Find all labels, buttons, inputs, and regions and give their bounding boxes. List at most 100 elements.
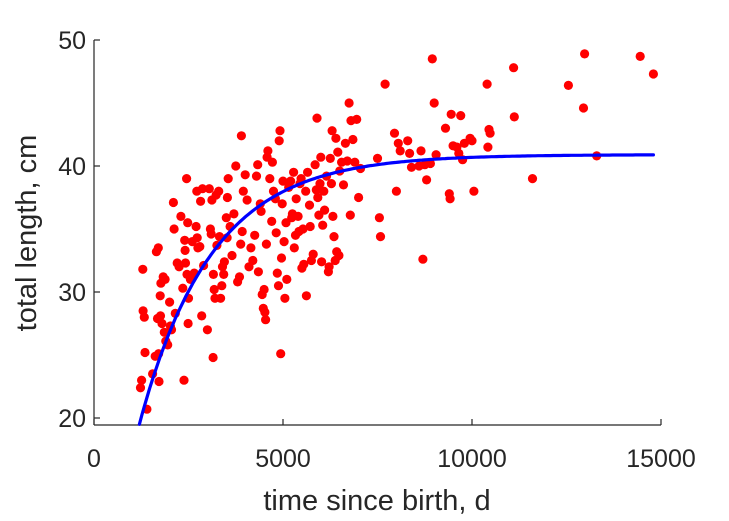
data-point xyxy=(340,138,350,148)
data-point xyxy=(391,186,401,196)
data-point xyxy=(429,98,439,108)
data-point xyxy=(216,293,226,303)
data-point xyxy=(456,111,466,121)
data-point xyxy=(159,327,169,337)
data-point xyxy=(319,186,329,196)
data-point xyxy=(416,146,426,156)
data-point xyxy=(304,200,315,210)
plot-area: 0 5000 10000 15000 20 30 40 50 xyxy=(58,27,696,473)
data-point xyxy=(326,179,336,189)
data-point xyxy=(236,239,246,249)
data-point xyxy=(418,254,428,264)
data-point xyxy=(154,376,164,387)
data-point xyxy=(325,153,335,163)
data-point xyxy=(427,54,437,64)
data-point xyxy=(324,262,334,272)
data-point xyxy=(222,192,232,203)
data-point xyxy=(282,274,292,284)
data-point xyxy=(329,232,339,242)
x-tick-label: 15000 xyxy=(626,445,696,473)
data-point xyxy=(267,157,277,167)
data-point xyxy=(155,311,166,321)
data-point xyxy=(389,128,400,138)
y-tick-label: 50 xyxy=(58,27,86,55)
data-point xyxy=(406,162,417,172)
data-point xyxy=(169,224,179,234)
data-point xyxy=(208,269,218,279)
data-point xyxy=(405,148,415,158)
data-point xyxy=(180,258,191,268)
fit-curve xyxy=(137,153,655,426)
data-point xyxy=(246,243,256,253)
data-point xyxy=(234,272,245,282)
data-point xyxy=(286,176,296,186)
data-point xyxy=(291,194,301,204)
data-point xyxy=(250,230,260,240)
data-point xyxy=(273,281,284,291)
data-point xyxy=(197,184,208,194)
data-point xyxy=(139,312,149,322)
data-point xyxy=(274,136,284,146)
x-tick-label: 0 xyxy=(87,445,101,473)
data-point xyxy=(183,218,193,228)
data-point xyxy=(138,264,148,274)
data-point xyxy=(191,221,201,232)
data-point xyxy=(467,136,477,146)
data-point xyxy=(440,123,451,133)
data-point xyxy=(310,160,320,170)
data-point xyxy=(301,291,311,301)
data-point xyxy=(248,255,258,266)
data-point xyxy=(180,245,190,255)
data-point xyxy=(350,157,360,167)
data-point xyxy=(580,49,590,59)
x-ticks: 0 5000 10000 15000 xyxy=(87,419,696,473)
data-point xyxy=(268,186,279,196)
data-point xyxy=(219,269,229,279)
data-point xyxy=(135,383,146,393)
data-point xyxy=(280,293,290,303)
data-point xyxy=(176,211,186,221)
data-point xyxy=(208,352,218,363)
data-point xyxy=(485,128,495,138)
data-point xyxy=(374,213,384,223)
data-point xyxy=(578,103,589,113)
data-point xyxy=(183,318,193,329)
data-point xyxy=(272,268,282,278)
data-point xyxy=(229,209,239,219)
data-point xyxy=(160,274,170,284)
data-point xyxy=(331,133,341,143)
y-ticks: 20 30 40 50 xyxy=(58,27,100,433)
data-point xyxy=(509,112,519,122)
data-point xyxy=(153,243,163,253)
data-point xyxy=(317,257,327,267)
data-point xyxy=(635,51,645,62)
x-tick-label: 10000 xyxy=(437,445,507,473)
data-point xyxy=(527,174,538,184)
data-point xyxy=(178,283,188,293)
data-point xyxy=(259,284,269,295)
data-point xyxy=(563,80,574,90)
data-point xyxy=(265,174,275,184)
data-point xyxy=(261,239,271,249)
data-point xyxy=(237,226,247,237)
data-point xyxy=(227,250,237,261)
data-point xyxy=(179,375,189,385)
data-point xyxy=(348,134,358,145)
data-point xyxy=(277,199,287,209)
data-point xyxy=(393,138,403,148)
data-point xyxy=(446,109,456,119)
data-point xyxy=(202,325,212,335)
data-point xyxy=(327,126,337,136)
x-tick-label: 5000 xyxy=(255,445,311,473)
data-point xyxy=(192,233,202,243)
x-axis-label: time since birth, d xyxy=(263,485,490,517)
data-point xyxy=(333,147,343,157)
y-tick-label: 20 xyxy=(58,405,86,433)
data-point xyxy=(251,171,262,181)
data-point xyxy=(469,186,479,196)
data-point xyxy=(196,196,206,206)
data-point xyxy=(267,216,277,226)
data-point xyxy=(180,235,190,245)
data-point xyxy=(301,186,311,196)
